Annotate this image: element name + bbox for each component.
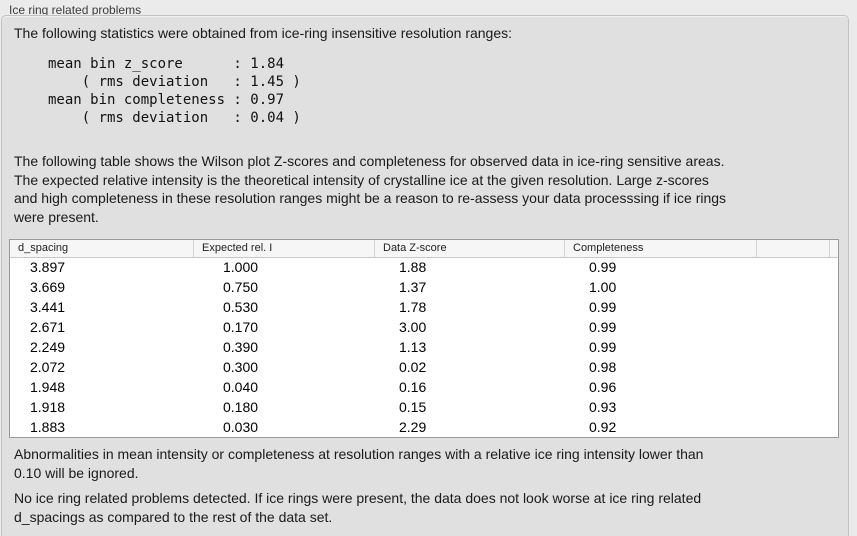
table-cell: 0.030 (223, 419, 259, 435)
table-cell: 1.918 (30, 399, 66, 415)
table-cell: 3.897 (30, 259, 66, 275)
table-cell: 3.669 (30, 279, 66, 295)
table-cell: 0.93 (589, 399, 617, 415)
table-cell: 0.530 (223, 299, 259, 315)
table-cell: 1.000 (223, 259, 259, 275)
table-cell: 0.99 (589, 339, 617, 355)
table-row[interactable]: 1.948 0.040 0.16 0.96 (10, 378, 838, 398)
table-row[interactable]: 3.669 0.750 1.37 1.00 (10, 278, 838, 298)
panel-title: Ice ring related problems (9, 3, 142, 17)
column-header-end (830, 240, 838, 257)
table-cell: 1.883 (30, 419, 66, 435)
column-header[interactable]: Data Z-score (375, 240, 565, 257)
table-cell: 0.99 (589, 259, 617, 275)
table-cell: 2.072 (30, 359, 66, 375)
table-header-row: d_spacing Expected rel. I Data Z-score Comp… (10, 240, 838, 258)
table-cell: 3.441 (30, 299, 66, 315)
table-cell: 0.99 (589, 319, 617, 335)
table-description-text: The following table shows the Wilson plo… (14, 153, 727, 225)
table-cell: 0.390 (223, 339, 259, 355)
table-cell: 1.37 (399, 279, 427, 295)
table-row[interactable]: 3.897 1.000 1.88 0.99 (10, 258, 838, 278)
table-body: 3.897 1.000 1.88 0.99 3.669 0.750 1.37 1.00 3.44… (10, 258, 838, 437)
table-cell: 0.15 (399, 399, 427, 415)
table-cell: 0.040 (223, 379, 259, 395)
table-row[interactable]: 2.249 0.390 1.13 0.99 (10, 338, 838, 358)
conclusion-text: No ice ring related problems detected. I… (14, 490, 702, 525)
table-cell: 0.96 (589, 379, 617, 395)
table-cell: 1.948 (30, 379, 66, 395)
table-row[interactable]: 1.918 0.180 0.15 0.93 (10, 398, 838, 418)
table-cell: 0.750 (223, 279, 259, 295)
table-cell: 0.180 (223, 399, 259, 415)
table-cell: 1.88 (399, 259, 427, 275)
table-cell: 0.99 (589, 299, 617, 315)
table-cell: 0.170 (223, 319, 259, 335)
table-cell: 0.16 (399, 379, 427, 395)
table-cell: 0.92 (589, 419, 617, 435)
column-header-empty (757, 240, 830, 257)
column-header[interactable]: Completeness (565, 240, 757, 257)
table-cell: 2.249 (30, 339, 66, 355)
table-cell: 0.02 (399, 359, 427, 375)
table-cell: 0.300 (223, 359, 259, 375)
table-row[interactable]: 2.072 0.300 0.02 0.98 (10, 358, 838, 378)
statistics-values-block: mean bin z_score : 1.84 ( rms deviation … (48, 56, 301, 126)
table-cell: 2.671 (30, 319, 66, 335)
table-cell: 1.78 (399, 299, 427, 315)
table-row[interactable]: 1.883 0.030 2.29 0.92 (10, 418, 838, 437)
ice-ring-table[interactable]: d_spacing Expected rel. I Data Z-score Comp… (9, 239, 839, 438)
table-cell: 1.00 (589, 279, 617, 295)
column-header[interactable]: d_spacing (10, 240, 194, 257)
table-cell: 3.00 (399, 319, 427, 335)
table-cell: 1.13 (399, 339, 427, 355)
column-header[interactable]: Expected rel. I (194, 240, 375, 257)
table-cell: 0.98 (589, 359, 617, 375)
ignore-threshold-note: Abnormalities in mean intensity or compl… (14, 446, 704, 481)
table-cell: 2.29 (399, 419, 427, 435)
table-row[interactable]: 2.671 0.170 3.00 0.99 (10, 318, 838, 338)
table-row[interactable]: 3.441 0.530 1.78 0.99 (10, 298, 838, 318)
statistics-intro-text: The following statistics were obtained f… (14, 25, 513, 41)
